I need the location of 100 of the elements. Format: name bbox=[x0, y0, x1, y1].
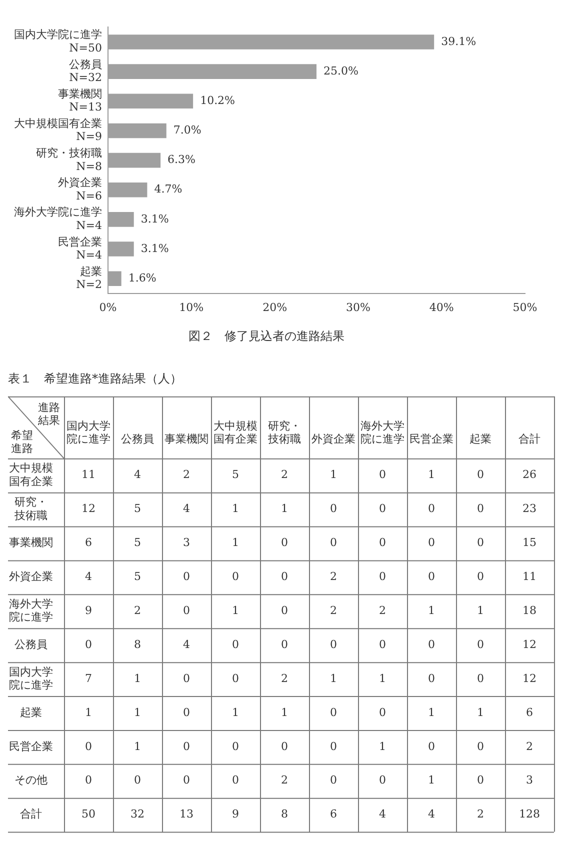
data-label: 0 bbox=[330, 536, 337, 550]
data-label: 0 bbox=[330, 740, 337, 753]
data-label: 0 bbox=[281, 604, 288, 618]
y-tick-label: 起業 N=2 bbox=[76, 264, 102, 292]
data-label: 12 bbox=[522, 672, 536, 685]
data-label: 0 bbox=[330, 774, 337, 787]
data-label: 128 bbox=[519, 808, 540, 821]
data-label: 0 bbox=[232, 672, 239, 685]
data-label: 39.1% bbox=[441, 34, 476, 48]
data-label: 8 bbox=[134, 638, 141, 651]
x-tick-label: 50% bbox=[512, 300, 538, 314]
data-label: 9 bbox=[232, 808, 239, 821]
data-label: 0 bbox=[281, 638, 288, 651]
data-label: 0 bbox=[232, 740, 239, 753]
data-label: 5 bbox=[134, 502, 141, 516]
y-tick-label: 公務員 bbox=[14, 638, 48, 651]
data-label: 9 bbox=[85, 604, 92, 618]
data-label: 1 bbox=[134, 740, 141, 753]
data-label: 0 bbox=[183, 570, 190, 584]
data-label: 6.3% bbox=[168, 153, 196, 166]
data-label: 1 bbox=[379, 740, 386, 753]
data-label: 13 bbox=[180, 808, 194, 821]
data-label: 0 bbox=[477, 468, 484, 482]
data-label: 4 bbox=[134, 468, 141, 482]
y-tick-label: 大中規模国有企業 N=9 bbox=[14, 116, 102, 144]
data-label: 5 bbox=[134, 536, 141, 550]
data-label: 0 bbox=[330, 638, 337, 651]
data-label: 4 bbox=[379, 808, 386, 821]
data-label: 1 bbox=[477, 604, 484, 618]
data-label: 2 bbox=[477, 808, 484, 821]
data-label: 0 bbox=[330, 706, 337, 719]
data-label: 0 bbox=[477, 570, 484, 584]
data-label: 6 bbox=[330, 808, 337, 821]
data-label: 3 bbox=[526, 774, 533, 787]
data-label: 0 bbox=[428, 570, 435, 584]
data-label: 0 bbox=[477, 638, 484, 651]
data-label: 2 bbox=[330, 604, 337, 618]
data-label: 12 bbox=[82, 502, 96, 516]
data-label: 1 bbox=[428, 706, 435, 719]
data-label: 0 bbox=[85, 740, 92, 753]
data-label: 0 bbox=[85, 774, 92, 787]
data-label: 23 bbox=[522, 502, 536, 516]
data-label: 11 bbox=[522, 570, 536, 584]
data-label: 4 bbox=[85, 570, 92, 584]
y-tick-label: 公務員 N=32 bbox=[69, 58, 102, 84]
y-tick-label: 研究・技術職 bbox=[14, 496, 48, 522]
x-tick-label: 0% bbox=[99, 300, 117, 314]
y-tick-label: 民営企業 bbox=[9, 740, 53, 753]
data-label: 0 bbox=[477, 774, 484, 787]
data-label: 0 bbox=[281, 740, 288, 753]
chart-title: 表１ 希望進路*進路結果（人） bbox=[8, 371, 182, 386]
data-label: 0 bbox=[428, 740, 435, 753]
data-label: 1 bbox=[232, 604, 239, 618]
data-label: 2 bbox=[330, 570, 337, 584]
data-label: 4.7% bbox=[154, 182, 182, 196]
data-label: 1 bbox=[379, 672, 386, 685]
x-tick-label: 10% bbox=[179, 300, 204, 314]
data-label: 1 bbox=[85, 706, 92, 719]
data-label: 12 bbox=[522, 638, 536, 651]
data-label: 0 bbox=[379, 774, 386, 787]
data-label: 0 bbox=[85, 638, 92, 651]
data-label: 18 bbox=[522, 604, 536, 618]
data-label: 1 bbox=[232, 502, 239, 516]
data-label: 6 bbox=[85, 536, 92, 550]
y-tick-label: 研究・技術職 N=8 bbox=[36, 146, 102, 173]
y-tick-label: 国内大学院に進学 bbox=[9, 665, 53, 692]
data-label: 1 bbox=[428, 468, 435, 482]
data-label: 2 bbox=[134, 604, 141, 618]
data-label: 0 bbox=[281, 570, 288, 584]
data-label: 5 bbox=[134, 570, 141, 584]
data-label: 0 bbox=[428, 536, 435, 550]
data-label: 1 bbox=[281, 706, 288, 719]
y-tick-label: 海外大学院に進学 N=4 bbox=[14, 206, 102, 232]
data-label: 2 bbox=[281, 468, 288, 482]
y-tick-label: 海外大学院に進学 bbox=[9, 597, 53, 624]
data-label: 1 bbox=[281, 502, 288, 516]
data-label: 1 bbox=[330, 468, 337, 482]
y-tick-label: 起業 bbox=[20, 706, 42, 719]
data-label: 3.1% bbox=[140, 242, 169, 255]
data-label: 25.0% bbox=[324, 64, 358, 78]
data-label: 4 bbox=[183, 502, 190, 516]
data-label: 50 bbox=[82, 808, 96, 821]
data-label: 0 bbox=[379, 468, 386, 482]
data-label: 4 bbox=[183, 638, 190, 651]
data-label: 0 bbox=[428, 638, 435, 651]
data-label: 1 bbox=[134, 672, 141, 685]
data-label: 2 bbox=[379, 604, 386, 618]
y-tick-label: 大中規模国有企業 bbox=[9, 462, 53, 488]
y-tick-label: 合計 bbox=[20, 808, 42, 821]
data-label: 1 bbox=[428, 774, 435, 787]
data-label: 1 bbox=[134, 706, 141, 719]
data-label: 2 bbox=[526, 740, 533, 753]
y-tick-label: 外資企業 bbox=[9, 570, 53, 584]
y-tick-label: 国内大学院に進学 N=50 bbox=[14, 28, 102, 54]
data-label: 0 bbox=[183, 672, 190, 685]
data-label: 6 bbox=[526, 706, 533, 719]
data-label: 0 bbox=[183, 774, 190, 787]
data-label: 0 bbox=[379, 536, 386, 550]
data-label: 5 bbox=[232, 468, 239, 482]
data-label: 0 bbox=[477, 672, 484, 685]
